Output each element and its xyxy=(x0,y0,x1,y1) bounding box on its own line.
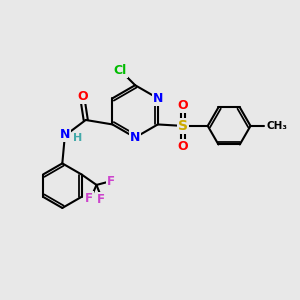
Text: O: O xyxy=(178,140,188,153)
Text: N: N xyxy=(153,92,163,105)
Text: Cl: Cl xyxy=(114,64,127,77)
Text: N: N xyxy=(130,131,140,144)
Text: O: O xyxy=(178,99,188,112)
Text: F: F xyxy=(107,176,115,188)
Text: CH₃: CH₃ xyxy=(267,121,288,131)
Text: F: F xyxy=(97,193,105,206)
Text: N: N xyxy=(60,128,70,141)
Text: F: F xyxy=(85,192,93,205)
Text: O: O xyxy=(77,90,88,103)
Text: H: H xyxy=(73,134,82,143)
Text: S: S xyxy=(178,119,188,133)
